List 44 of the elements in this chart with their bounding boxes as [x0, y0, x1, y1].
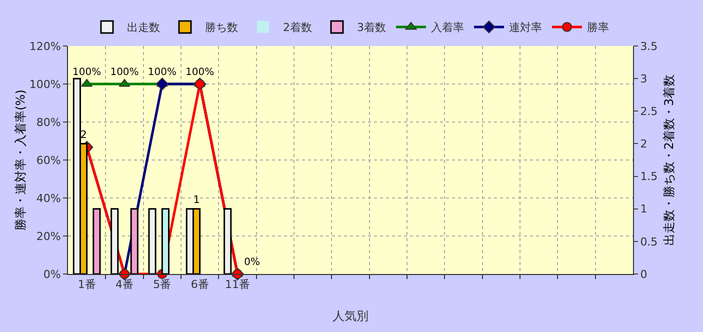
bar — [92, 208, 101, 274]
x-axis-title: 人気別 — [332, 309, 368, 323]
x-tick-label: 1番 — [78, 278, 96, 292]
bar — [148, 208, 156, 274]
y2-tick-label: 1.5 — [640, 170, 658, 184]
y-tick-label: 40% — [36, 192, 61, 205]
y2-tick-label: 2.5 — [640, 104, 658, 118]
y-tick-label: 120% — [29, 40, 61, 53]
y-tick-label: 60% — [36, 154, 61, 167]
legend-label: 2着数 — [283, 21, 312, 34]
data-label: 100% — [148, 66, 176, 78]
bar — [110, 208, 119, 274]
bar — [130, 208, 138, 274]
y2-tick-label: 1 — [640, 202, 648, 216]
y-tick-label: 80% — [36, 116, 61, 129]
data-label: 100% — [186, 66, 214, 78]
data-label: 100% — [72, 66, 102, 78]
y2-axis-title: 出走数・勝ち数・2着数・3着数 — [662, 74, 676, 246]
y2-tick-label: 3 — [640, 72, 648, 86]
x-tick-label: 11番 — [225, 278, 250, 292]
data-label: 1 — [193, 194, 200, 206]
y-tick-label: 100% — [29, 78, 61, 91]
y-tick-label: 20% — [36, 230, 61, 243]
y-tick-label: 0% — [43, 268, 61, 281]
legend-label: 勝ち数 — [205, 21, 238, 34]
y2-tick-label: 0.5 — [640, 235, 658, 248]
x-tick-label: 5番 — [153, 278, 172, 292]
y2-tick-label: 0 — [640, 268, 648, 281]
legend-label: 3着数 — [357, 21, 386, 34]
x-tick-label: 4番 — [116, 278, 134, 292]
legend-label: 入着率 — [431, 21, 464, 34]
y2-tick-label: 3.5 — [640, 40, 658, 53]
data-label: 2 — [80, 128, 87, 141]
point — [156, 78, 169, 90]
y2-tick-label: 2 — [640, 138, 648, 151]
legend-label: 出走数 — [127, 21, 160, 34]
data-label: 0% — [244, 256, 260, 268]
legend-label: 連対率 — [509, 21, 542, 34]
legend-label: 勝率 — [587, 21, 609, 34]
y-axis-title: 勝率・連対率・入着率(%) — [13, 90, 28, 230]
data-label: 100% — [110, 66, 139, 78]
x-tick-label: 6番 — [190, 278, 209, 292]
bar — [161, 208, 170, 274]
bar — [224, 208, 232, 274]
